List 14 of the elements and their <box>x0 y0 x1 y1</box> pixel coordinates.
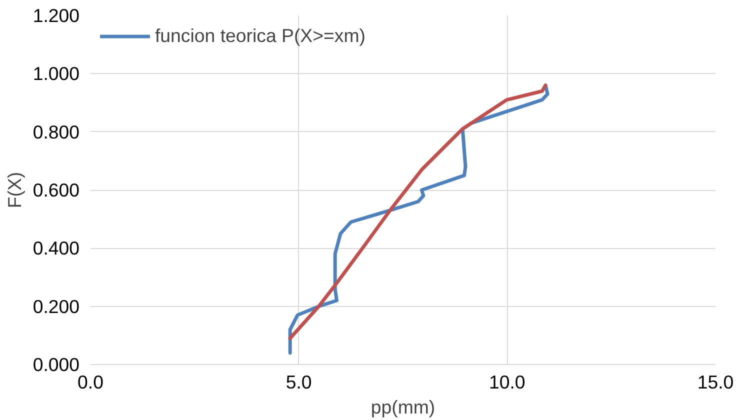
legend-label: funcion teorica P(X>=xm) <box>155 25 366 47</box>
x-tick-label: 10.0 <box>489 372 526 392</box>
y-tick-label: 0.000 <box>32 354 80 375</box>
x-tick-label: 15.0 <box>697 372 734 392</box>
y-tick-label: 0.800 <box>32 121 80 142</box>
x-tick-label: 5.0 <box>286 372 312 392</box>
y-tick-label: 1.000 <box>32 63 80 84</box>
y-tick-label: 0.200 <box>32 296 80 317</box>
y-tick-label: 0.600 <box>32 180 80 200</box>
y-tick-label: 1.200 <box>32 5 80 26</box>
y-tick-label: 0.400 <box>32 238 80 259</box>
x-axis-title: pp(mm) <box>370 396 436 418</box>
x-tick-label: 0.0 <box>78 372 104 392</box>
y-axis-title: F(X) <box>4 172 25 208</box>
